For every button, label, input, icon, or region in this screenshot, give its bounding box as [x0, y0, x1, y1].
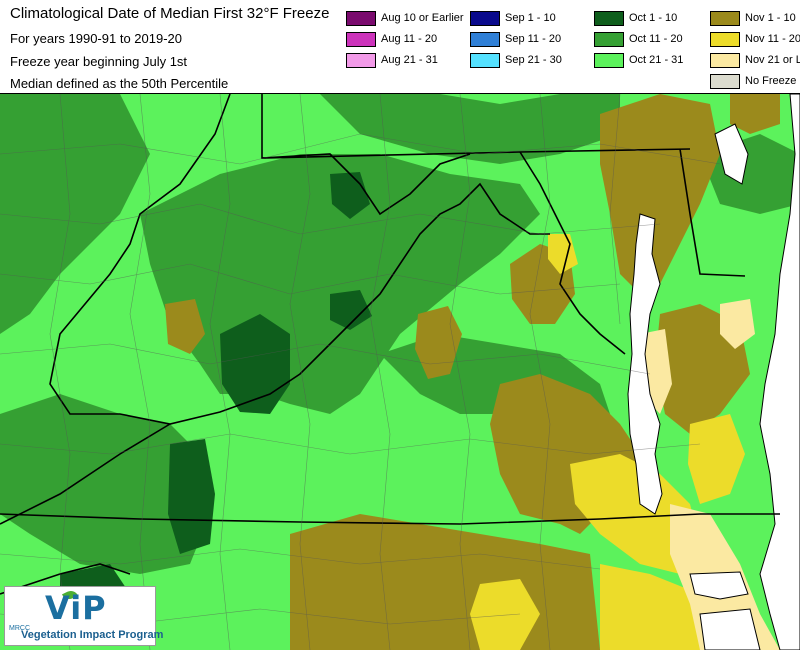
vip-program-name: Vegetation Impact Program — [21, 629, 164, 641]
legend-swatch — [594, 10, 624, 26]
nc-tn-boundary — [0, 563, 131, 595]
zone-nov21-later-delmarva-coast — [720, 299, 755, 349]
legend-item: Sep 11 - 20 — [470, 31, 561, 47]
legend-label: Sep 11 - 20 — [505, 33, 562, 45]
vip-logo-mark: ViP — [45, 589, 107, 627]
zone-nov11-20-nc-interior — [470, 579, 540, 650]
legend-label: Sep 1 - 10 — [505, 12, 556, 24]
legend-swatch — [710, 73, 740, 89]
legend-item: Oct 11 - 20 — [594, 31, 683, 47]
median-subtitle: Median defined as the 50th Percentile — [10, 76, 229, 91]
freeze-date-map — [0, 94, 800, 650]
legend-swatch — [470, 10, 500, 26]
legend-swatch — [594, 52, 624, 68]
zone-oct1-10-sw-va — [168, 439, 215, 554]
zone-oct11-20-southwest — [0, 394, 210, 574]
legend-item: Aug 11 - 20 — [346, 31, 437, 47]
pamlico-sound — [699, 608, 761, 650]
legend-swatch — [470, 31, 500, 47]
legend-label: Oct 21 - 31 — [629, 54, 684, 66]
zone-nov1-10-west-pocket — [165, 299, 205, 354]
legend-swatch — [346, 52, 376, 68]
zone-nov11-20-delmarva-tip — [688, 414, 745, 504]
legend-item: Sep 21 - 30 — [470, 52, 562, 68]
legend-item: Sep 1 - 10 — [470, 10, 556, 26]
legend-item: Aug 10 or Earlier — [346, 10, 464, 26]
state-boundaries — [0, 94, 780, 595]
delaware-bay — [714, 123, 749, 185]
legend-item: Nov 1 - 10 — [710, 10, 796, 26]
legend-label: Oct 1 - 10 — [629, 12, 678, 24]
legend-swatch — [594, 31, 624, 47]
legend: Aug 10 or Earlier Aug 11 - 20 Aug 21 - 31 S… — [346, 6, 800, 90]
map-title: Climatological Date of Median First 32°F… — [10, 5, 330, 22]
legend-label: Oct 11 - 20 — [629, 33, 683, 45]
mrcc-label: MRCC — [9, 625, 30, 632]
legend-item: Oct 21 - 31 — [594, 52, 683, 68]
legend-item: Nov 11 - 20 — [710, 31, 800, 47]
period-subtitle: For years 1990-91 to 2019-20 — [10, 31, 182, 46]
wv-md-panhandle — [261, 153, 471, 216]
albemarle-sound — [689, 571, 749, 600]
legend-label: Sep 21 - 30 — [505, 54, 562, 66]
legend-item: Oct 1 - 10 — [594, 10, 677, 26]
legend-item: Nov 21 or Later — [710, 52, 800, 68]
legend-swatch — [346, 31, 376, 47]
md-de-boundary — [679, 148, 746, 277]
zone-oct1-10-wv-core — [220, 314, 290, 414]
pa-md-boundary — [261, 94, 691, 159]
legend-label: Aug 11 - 20 — [381, 33, 438, 45]
legend-item: No Freeze — [710, 73, 796, 89]
legend-label: Aug 21 - 31 — [381, 54, 438, 66]
va-nc-tn-boundary — [0, 513, 780, 525]
freeze-year-subtitle: Freeze year beginning July 1st — [10, 54, 188, 69]
zone-nov11-20-nc-coast — [600, 564, 720, 650]
atlantic-ocean — [759, 94, 800, 650]
legend-label: Nov 11 - 20 — [745, 33, 800, 45]
potomac-river — [519, 151, 626, 355]
zone-oct11-20-appalachians — [0, 94, 150, 334]
legend-swatch — [710, 52, 740, 68]
zone-nov11-20-hampton-roads — [570, 454, 700, 574]
chesapeake-bay — [627, 213, 663, 515]
legend-swatch — [710, 10, 740, 26]
ky-va-boundary — [0, 423, 171, 525]
legend-swatch — [710, 31, 740, 47]
zone-oct1-10-ridge-mid — [330, 290, 372, 330]
legend-item: Aug 21 - 31 — [346, 52, 438, 68]
legend-label: Aug 10 or Earlier — [381, 12, 464, 24]
legend-swatch — [346, 10, 376, 26]
legend-swatch — [470, 52, 500, 68]
legend-label: Nov 1 - 10 — [745, 12, 796, 24]
legend-label: No Freeze — [745, 75, 797, 87]
zone-nov1-10-nj-shore — [730, 94, 780, 134]
map-header: Climatological Date of Median First 32°F… — [0, 0, 800, 94]
vip-logo: ViP MRCC Vegetation Impact Program — [4, 586, 163, 646]
legend-label: Nov 21 or Later — [745, 54, 800, 66]
zone-nov1-10-chesapeake — [600, 94, 720, 294]
wv-boundary — [49, 94, 550, 425]
